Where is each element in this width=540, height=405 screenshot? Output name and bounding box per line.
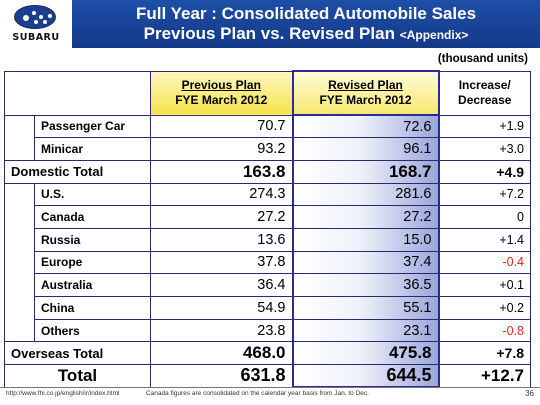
change-value: +1.9: [438, 114, 531, 139]
units-label: (thousand units): [437, 53, 528, 65]
footer-url: http://www.fhi.co.jp/english/ir/index.ht…: [6, 390, 120, 397]
subaru-logo: SUBARU: [0, 0, 72, 48]
header-increase-decrease: Increase/Decrease: [438, 70, 531, 116]
revised-value: 55.1: [291, 296, 440, 320]
row-label: Domestic Total: [4, 159, 151, 184]
table-row: Australia 36.4 36.5 +0.1: [4, 273, 531, 297]
table-row: Others 23.8 23.1 -0.8: [4, 318, 531, 343]
revised-value: 475.8: [291, 341, 440, 366]
change-value: 0: [438, 205, 531, 229]
row-label: Canada: [34, 205, 151, 229]
subtitle-text: Previous Plan vs. Revised Plan: [143, 23, 395, 43]
revised-value: 36.5: [291, 273, 440, 297]
revised-value: 644.5: [291, 364, 440, 389]
table-row: Canada 27.2 27.2 0: [4, 205, 531, 229]
page-number: 36: [525, 389, 534, 398]
previous-value: 93.2: [150, 137, 293, 161]
pleiades-star-icon: [14, 5, 56, 29]
change-value: +4.9: [438, 159, 531, 184]
footer-note: Canada figures are consolidated on the c…: [146, 390, 369, 397]
revised-value: 281.6: [291, 182, 440, 207]
change-value: +0.1: [438, 273, 531, 297]
row-label: Overseas Total: [4, 341, 151, 366]
previous-value: 70.7: [150, 114, 293, 139]
footer-divider: [0, 387, 540, 388]
change-value: -0.4: [438, 250, 531, 275]
sales-table: Previous Plan FYE March 2012 Revised Plan…: [4, 70, 531, 389]
change-value: -0.8: [438, 318, 531, 343]
change-value: +0.2: [438, 296, 531, 320]
previous-value: 36.4: [150, 273, 293, 297]
logo-wordmark: SUBARU: [12, 32, 60, 43]
row-label: Russia: [34, 227, 151, 252]
row-label: Total: [4, 364, 151, 388]
overseas-total-row: Overseas Total 468.0 475.8 +7.8: [4, 341, 531, 366]
header-blank-cell: [4, 70, 151, 116]
previous-value: 27.2: [150, 205, 293, 229]
revised-value: 27.2: [291, 205, 440, 229]
revised-value: 96.1: [291, 137, 440, 161]
row-label: Europe: [34, 250, 151, 275]
revised-value: 168.7: [291, 159, 440, 184]
row-label: Passenger Car: [34, 114, 151, 139]
change-value: +1.4: [438, 227, 531, 252]
previous-value: 13.6: [150, 227, 293, 252]
revised-value: 23.1: [291, 318, 440, 343]
change-value: +7.2: [438, 182, 531, 207]
row-label: Minicar: [34, 137, 151, 161]
slide-header: SUBARU Full Year : Consolidated Automobi…: [0, 0, 540, 48]
previous-value: 54.9: [150, 296, 293, 320]
table-row: U.S. 274.3 281.6 +7.2: [4, 182, 531, 207]
revised-value: 15.0: [291, 227, 440, 252]
header-previous-plan: Previous Plan FYE March 2012: [150, 70, 293, 116]
header-revised-plan: Revised Plan FYE March 2012: [291, 70, 440, 116]
appendix-tag: <Appendix>: [399, 27, 469, 42]
table-row: Passenger Car 70.7 72.6 +1.9: [4, 114, 531, 139]
previous-value: 631.8: [150, 364, 293, 388]
grand-total-row: Total 631.8 644.5 +12.7: [4, 364, 531, 389]
previous-value: 274.3: [150, 182, 293, 207]
revised-value: 72.6: [291, 114, 440, 139]
row-label: China: [34, 296, 151, 320]
row-label: U.S.: [34, 182, 151, 207]
change-value: +3.0: [438, 137, 531, 161]
page-subtitle: Previous Plan vs. Revised Plan <Appendix…: [144, 24, 469, 45]
previous-value: 37.8: [150, 250, 293, 275]
table-row: Russia 13.6 15.0 +1.4: [4, 227, 531, 252]
previous-value: 23.8: [150, 318, 293, 343]
table-header-row: Previous Plan FYE March 2012 Revised Plan…: [4, 70, 531, 116]
revised-value: 37.4: [291, 250, 440, 275]
change-value: +7.8: [438, 341, 531, 366]
table-row: Minicar 93.2 96.1 +3.0: [4, 137, 531, 161]
previous-value: 163.8: [150, 159, 293, 184]
previous-value: 468.0: [150, 341, 293, 366]
row-label: Others: [34, 318, 151, 343]
title-band: Full Year : Consolidated Automobile Sale…: [72, 0, 540, 48]
page-title: Full Year : Consolidated Automobile Sale…: [135, 3, 477, 23]
table-row: China 54.9 55.1 +0.2: [4, 296, 531, 320]
domestic-total-row: Domestic Total 163.8 168.7 +4.9: [4, 159, 531, 184]
change-value: +12.7: [438, 364, 531, 388]
table-row: Europe 37.8 37.4 -0.4: [4, 250, 531, 275]
row-label: Australia: [34, 273, 151, 297]
